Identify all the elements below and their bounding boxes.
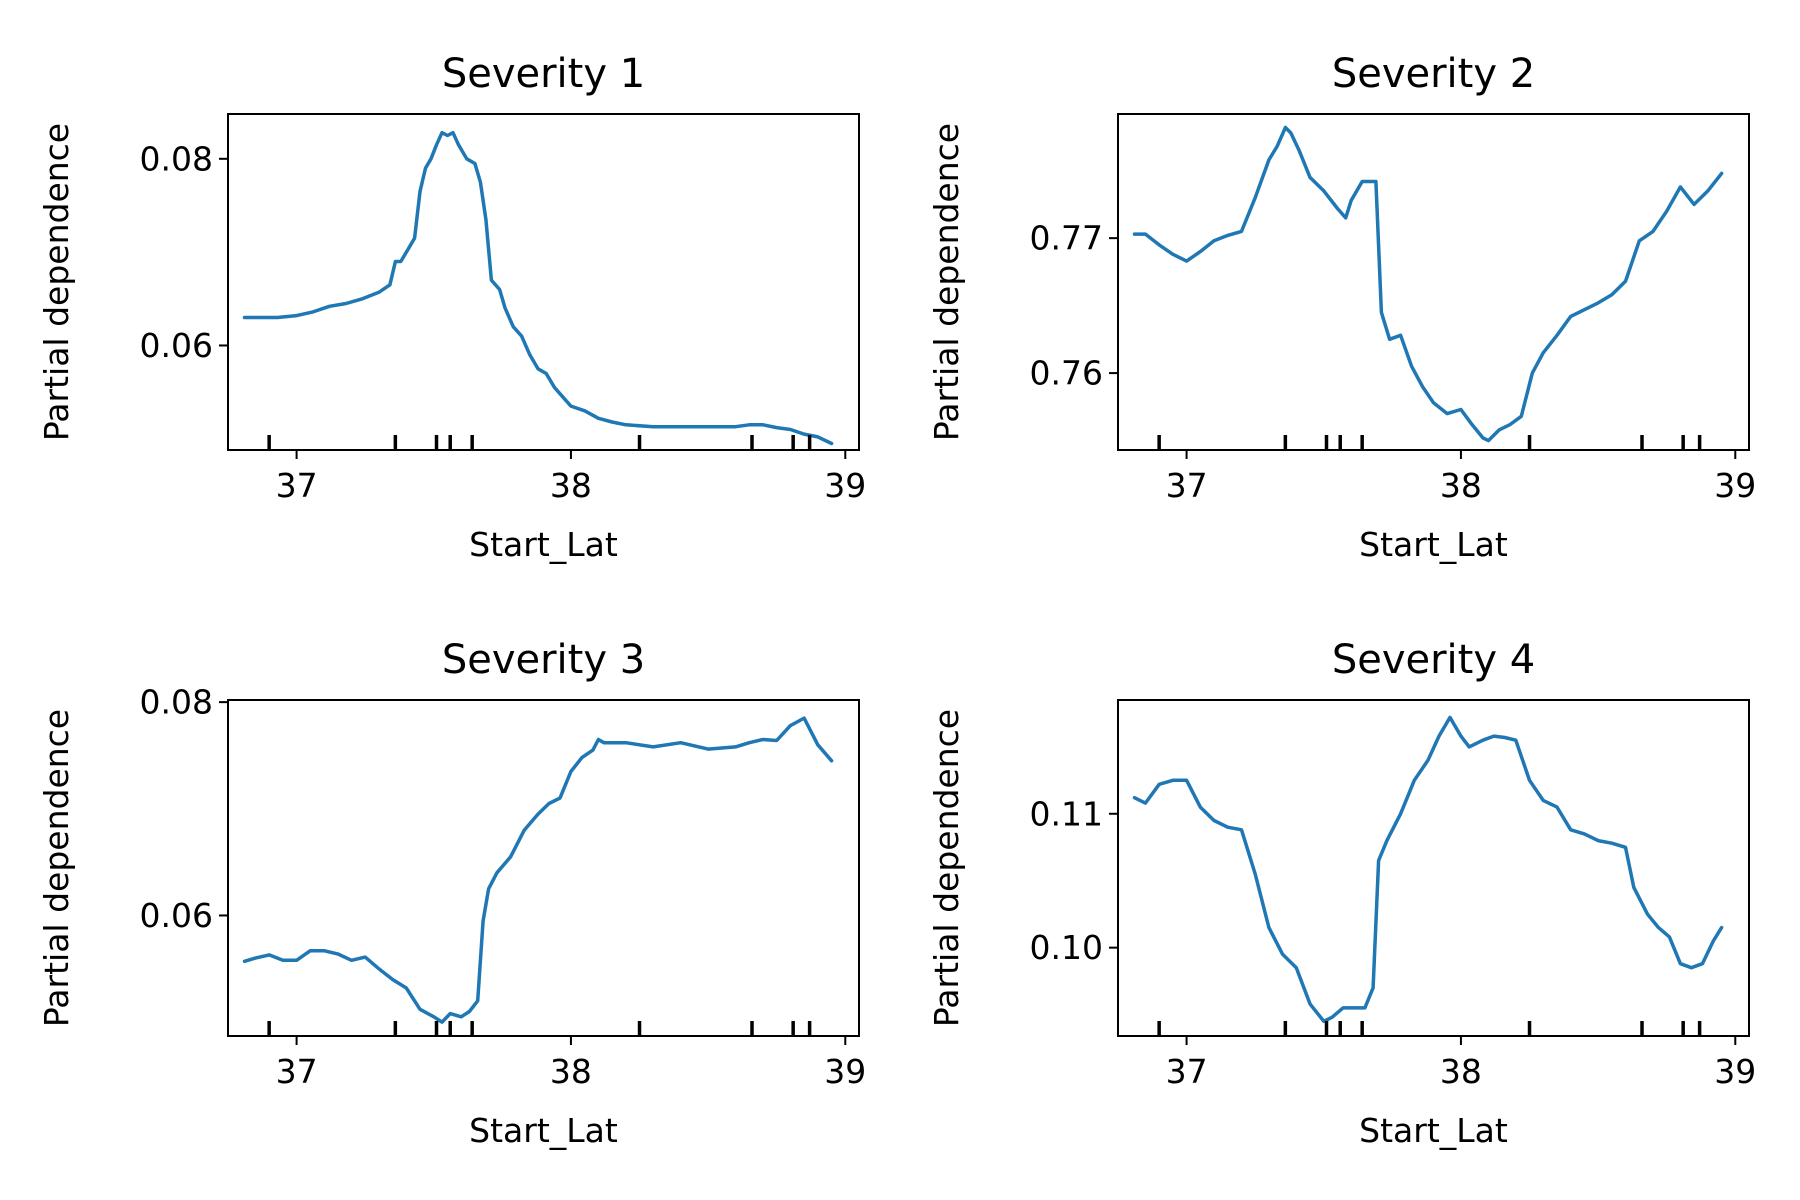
y-tick-label: 0.10	[1030, 928, 1103, 967]
axes-frame	[227, 113, 860, 451]
x-tick-label: 39	[1714, 1052, 1756, 1091]
x-tick-label: 37	[276, 1052, 318, 1091]
chart-panel-1: 37 38 39 0.06 0.08 Severity 1 Start_Lat Partial…	[37, 51, 866, 564]
y-axis-label: Partial dependence	[37, 123, 76, 441]
y-axis-label: Partial dependence	[37, 709, 76, 1027]
x-tick-label: 38	[1440, 1052, 1482, 1091]
x-tick-label: 39	[824, 1052, 866, 1091]
chart-panel-2: 37 38 39 0.76 0.77 Severity 2 Start_Lat Partial…	[927, 51, 1756, 564]
y-tick-label: 0.08	[140, 683, 213, 722]
chart-title: Severity 4	[1332, 637, 1535, 683]
series-line-1	[1132, 715, 1724, 1024]
axes-frame	[1117, 113, 1750, 451]
x-tick-label: 37	[1166, 466, 1208, 505]
series-line-1	[242, 130, 834, 446]
x-axis-label: Start_Lat	[469, 1111, 618, 1150]
y-tick-label: 0.76	[1030, 354, 1103, 393]
series-line-1	[1132, 125, 1724, 443]
series-line-1	[242, 716, 834, 1024]
x-tick-label: 38	[1440, 466, 1482, 505]
axes-frame	[227, 699, 860, 1037]
chart-title: Severity 1	[442, 51, 645, 97]
x-tick-label: 38	[550, 466, 592, 505]
x-tick-label: 37	[1166, 1052, 1208, 1091]
x-tick-label: 39	[1714, 466, 1756, 505]
axes-frame	[1117, 699, 1750, 1037]
y-axis-label: Partial dependence	[927, 123, 966, 441]
chart-title: Severity 2	[1332, 51, 1535, 97]
chart-title: Severity 3	[442, 637, 645, 683]
y-tick-label: 0.06	[140, 326, 213, 365]
x-tick-label: 37	[276, 466, 318, 505]
chart-panel-3: 37 38 39 0.06 0.08 Severity 3 Start_Lat Partial…	[37, 637, 866, 1150]
y-tick-label: 0.11	[1030, 794, 1103, 833]
chart-panel-4: 37 38 39 0.10 0.11 Severity 4 Start_Lat Partial…	[927, 637, 1756, 1150]
x-tick-label: 38	[550, 1052, 592, 1091]
x-axis-label: Start_Lat	[469, 525, 618, 564]
y-tick-label: 0.77	[1030, 219, 1103, 258]
y-tick-label: 0.08	[140, 139, 213, 178]
x-axis-label: Start_Lat	[1359, 525, 1508, 564]
y-tick-label: 0.06	[140, 896, 213, 935]
y-axis-label: Partial dependence	[927, 709, 966, 1027]
x-axis-label: Start_Lat	[1359, 1111, 1508, 1150]
x-tick-label: 39	[824, 466, 866, 505]
